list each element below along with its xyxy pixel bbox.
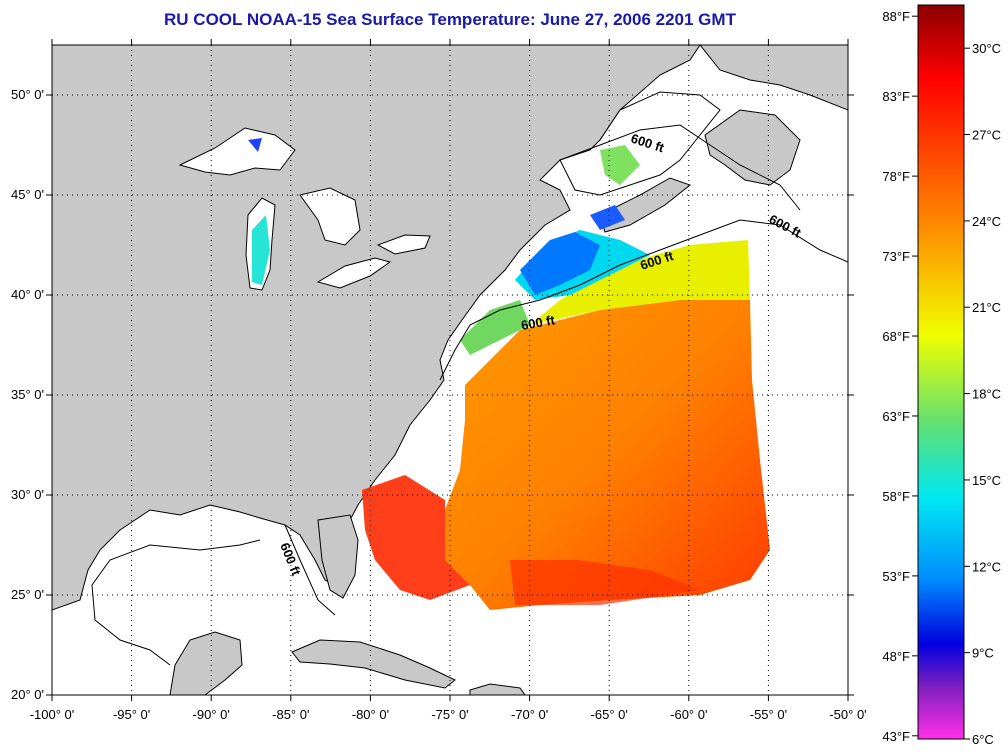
lon-label: -80° 0' [352,707,389,722]
lon-label: -70° 0' [511,707,548,722]
sst-shelf-yellow [530,240,750,325]
isobath-label: 600 ft [520,312,557,333]
sst-lake-superior-blue [248,138,262,152]
sst-swath-warm [445,300,770,610]
sst-st-lawrence-green [600,145,640,185]
lat-label: 50° 0' [11,87,44,102]
lon-label: -90° 0' [193,707,230,722]
sst-nova-scotia-blue [590,205,625,230]
colorbar-celsius-labels: 30°C 27°C 24°C 21°C 18°C 15°C 12°C 9°C 6°C [964,41,1001,747]
isobath-600ft-north [559,124,801,211]
isobath-600ft-east [439,219,848,381]
sst-lake-michigan [252,215,270,285]
lake-ontario [376,234,431,255]
isobath-600ft-florida [284,524,336,616]
lat-label: 45° 0' [11,187,44,202]
colorbar-fahrenheit-labels: 88°F 83°F 78°F 73°F 68°F 63°F 58°F 53°F 48°F 43°F [882,9,918,744]
land-labrador [699,45,848,111]
colorbar-c-label: 9°C [972,646,994,661]
land-hispaniola [469,683,526,695]
lat-label: 30° 0' [11,487,44,502]
lake-superior [178,127,296,176]
land-florida [317,514,359,599]
sst-shelf-green [460,300,530,355]
lon-label: -100° 0' [30,707,75,722]
lat-label: 40° 0' [11,287,44,302]
lon-label: -95° 0' [113,707,150,722]
sst-swath-south-warm [362,475,470,600]
lon-label: -55° 0' [750,707,787,722]
colorbar-f-label: 68°F [882,329,910,344]
colorbar [917,4,965,740]
longitude-labels: -100° 0' -95° 0' -90° 0' -85° 0' -80° 0' -75°… [30,707,867,722]
lon-label: -50° 0' [829,707,866,722]
lake-erie [316,257,392,289]
colorbar-f-label: 83°F [882,89,910,104]
colorbar-c-label: 27°C [972,128,1001,143]
lon-label: -60° 0' [670,707,707,722]
colorbar-f-label: 78°F [882,169,910,184]
sst-gulf-of-maine-blue [520,232,600,295]
colorbar-c-label: 6°C [972,732,994,747]
colorbar-f-label: 88°F [882,9,910,24]
colorbar-c-label: 12°C [972,559,1001,574]
colorbar-c-label: 15°C [972,473,1001,488]
colorbar-f-label: 53°F [882,569,910,584]
land-newfoundland [704,109,801,186]
colorbar-f-label: 63°F [882,409,910,424]
colorbar-f-label: 48°F [882,649,910,664]
map-title: RU COOL NOAA-15 Sea Surface Temperature:… [164,10,736,29]
graticule [46,39,854,701]
lon-label: -85° 0' [272,707,309,722]
colorbar-f-label: 43°F [882,729,910,744]
lon-label: -75° 0' [431,707,468,722]
colorbar-c-label: 21°C [972,300,1001,315]
lat-label: 20° 0' [11,687,44,702]
land-cuba [291,639,456,689]
isobath-600ft-gulf [91,539,261,666]
colorbar-f-label: 58°F [882,489,910,504]
colorbar-f-label: 73°F [882,249,910,264]
colorbar-c-label: 18°C [972,387,1001,402]
colorbar-c-label: 24°C [972,214,1001,229]
lon-label: -65° 0' [591,707,628,722]
gulf-st-lawrence [559,91,721,196]
sst-gulfstream-core [510,560,700,605]
colorbar-c-label: 30°C [972,41,1001,56]
lat-label: 35° 0' [11,387,44,402]
latitude-labels: 20° 0' 25° 0' 30° 0' 35° 0' 40° 0' 45° 0' 50° … [11,87,44,702]
lake-huron [299,187,361,246]
lat-label: 25° 0' [11,587,44,602]
